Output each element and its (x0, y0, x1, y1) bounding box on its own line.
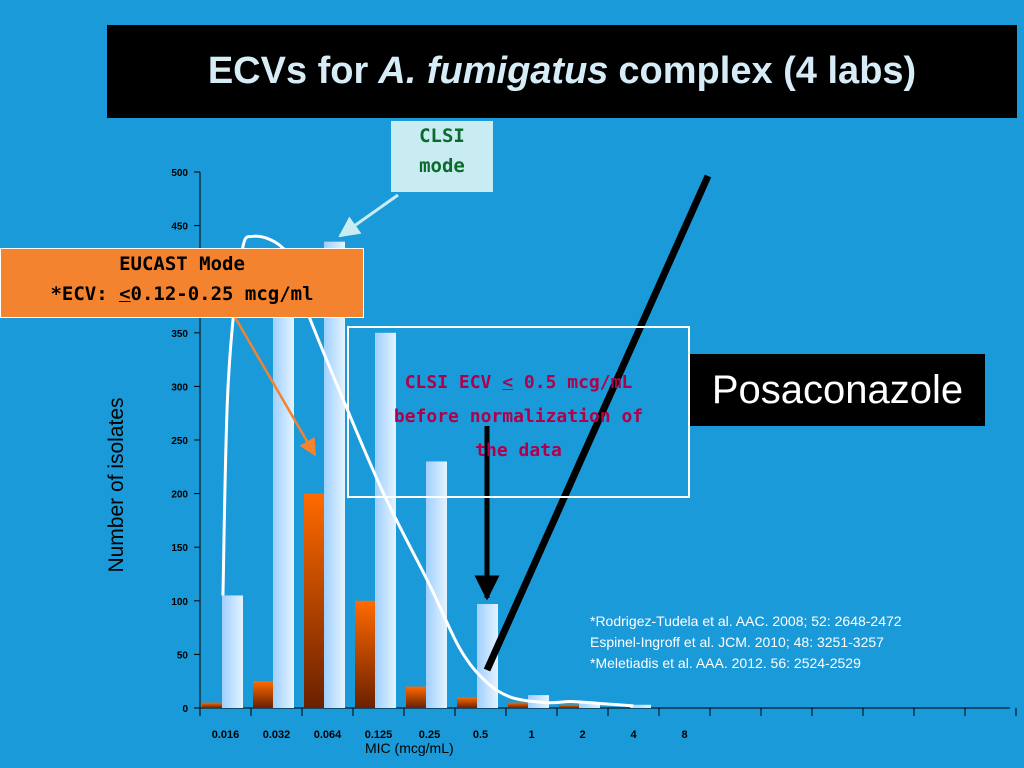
chart-bars (202, 241, 651, 708)
bar-eucast (457, 697, 477, 708)
y-tick-label: 300 (171, 382, 188, 393)
bar-clsi (273, 284, 294, 708)
y-tick-label: 200 (171, 490, 188, 501)
clsi-ecv-line3: the data (475, 440, 562, 461)
title-species: A. fumigatus (378, 50, 609, 92)
x-tick-label: 0.5 (473, 729, 488, 741)
cutoff-slash-line (483, 174, 712, 672)
y-tick-label: 50 (177, 650, 189, 661)
bar-eucast (355, 600, 375, 708)
bar-eucast (202, 702, 222, 708)
x-axis-label: MIC (mcg/mL) (365, 740, 454, 756)
title-part1: ECVs for (207, 50, 369, 92)
bar-clsi (477, 604, 498, 708)
bar-eucast (253, 681, 273, 708)
eucast-line1: EUCAST Mode (119, 253, 245, 275)
eucast-mode-arrow (223, 299, 317, 457)
clsi-ecv-line1-symbol: < (502, 372, 514, 393)
y-axis-label: Number of isolates (105, 397, 128, 573)
title-part2: complex (4 labs) (618, 50, 917, 92)
x-tick-label: 0.064 (314, 729, 342, 741)
x-tick-label: 0.032 (263, 729, 291, 741)
title-bar: ECVs for A. fumigatus complex (4 labs) (107, 25, 1017, 118)
y-tick-label: 250 (171, 436, 188, 447)
x-tick-label: 2 (579, 729, 585, 741)
clsi-mode-arrow (338, 193, 399, 238)
clsi-mode-line1: CLSI (419, 125, 465, 147)
y-tick-label: 450 (171, 222, 188, 233)
clsi-ecv-line1-prefix: CLSI ECV (404, 372, 503, 393)
bar-eucast (508, 702, 528, 708)
slide-title: ECVs for A. fumigatus complex (4 labs) (107, 25, 1017, 118)
x-tick-label: 4 (630, 729, 637, 741)
chart-tick-labels: 0501001502002503003504004505000.0160.032… (171, 168, 687, 741)
y-tick-label: 350 (171, 329, 188, 340)
clsi-ecv-line1-suffix: 0.5 mcg/mL (513, 372, 633, 393)
clsi-ecv-line2: before normalization of (393, 406, 644, 427)
eucast-line2-suffix: 0.12-0.25 mcg/ml (130, 283, 314, 305)
x-tick-label: 0.016 (212, 729, 240, 741)
clsi-mode-line2: mode (419, 155, 465, 177)
reference-2: Espinel-Ingroff et al. JCM. 2010; 48: 32… (590, 634, 884, 650)
bar-eucast (559, 704, 579, 708)
clsi-mode-callout: CLSI mode (391, 121, 493, 192)
bar-eucast (406, 686, 426, 708)
eucast-line2-symbol: < (119, 283, 131, 305)
reference-3: *Meletiadis et al. AAA. 2012. 56: 2524-2… (590, 655, 861, 671)
bar-clsi (324, 241, 345, 708)
bar-clsi (426, 461, 447, 708)
eucast-line2-prefix: *ECV: (50, 283, 120, 305)
x-tick-label: 1 (528, 729, 534, 741)
bar-clsi (630, 704, 651, 708)
y-tick-label: 0 (182, 704, 188, 715)
eucast-line2: *ECV: <0.12-0.25 mcg/ml (1, 279, 363, 309)
y-tick-label: 500 (171, 168, 188, 179)
reference-1: *Rodrigez-Tudela et al. AAC. 2008; 52: 2… (590, 613, 902, 629)
eucast-mode-callout: EUCAST Mode *ECV: <0.12-0.25 mcg/ml (0, 248, 364, 318)
bar-clsi (222, 595, 243, 708)
bar-eucast (304, 493, 324, 708)
clsi-ecv-line1: CLSI ECV < 0.5 mcg/mL (349, 366, 688, 400)
y-tick-label: 150 (171, 543, 188, 554)
x-tick-label: 0.125 (365, 729, 393, 741)
y-tick-label: 100 (171, 597, 188, 608)
x-tick-label: 8 (681, 729, 687, 741)
clsi-ecv-callout: CLSI ECV < 0.5 mcg/mL before normalizati… (347, 326, 690, 498)
references: *Rodrigez-Tudela et al. AAC. 2008; 52: 2… (590, 611, 902, 674)
drug-label: Posaconazole (690, 354, 985, 426)
bar-clsi (579, 702, 600, 708)
x-tick-label: 0.25 (419, 729, 440, 741)
bar-clsi (375, 332, 396, 708)
